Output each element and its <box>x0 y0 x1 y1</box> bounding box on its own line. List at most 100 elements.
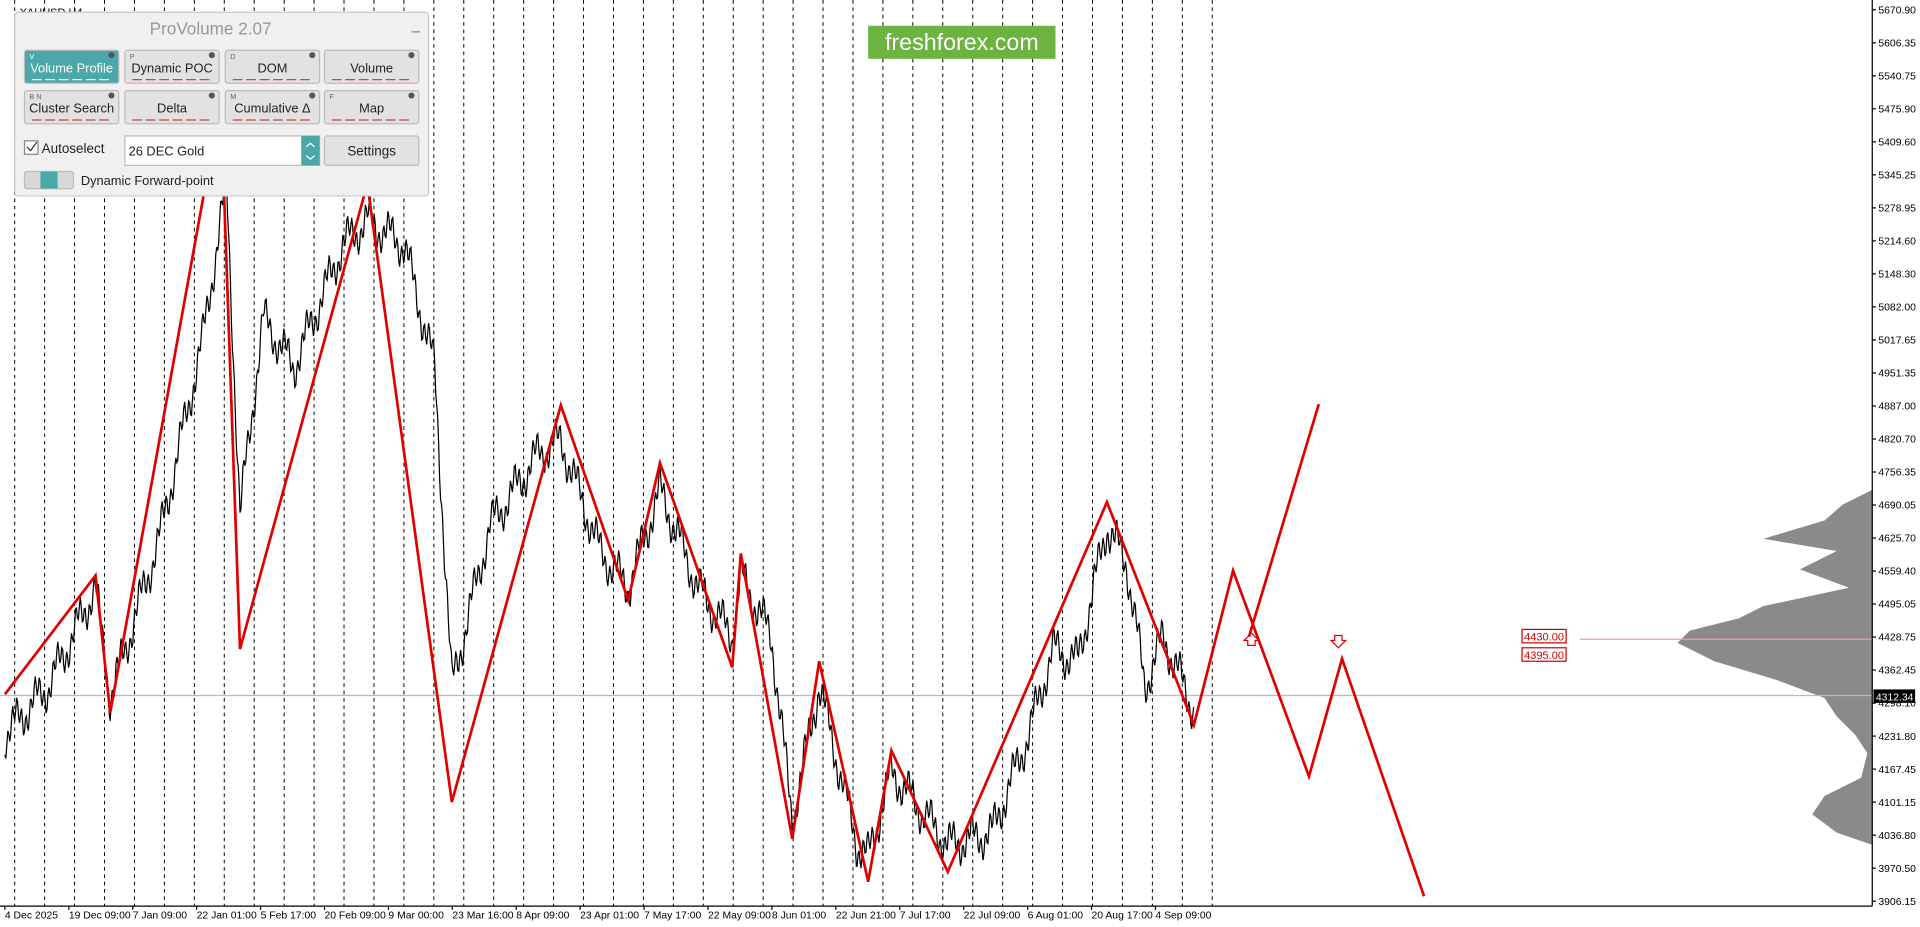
price-tick-label: 4756.35 <box>1878 468 1916 479</box>
time-tick-label: 8 Jun 01:00 <box>772 910 827 921</box>
time-tick-label: 22 Jun 21:00 <box>836 910 896 921</box>
mode-button[interactable] <box>23 49 120 84</box>
price-tick-label: 5540.75 <box>1878 72 1916 83</box>
price-tick-label: 5278.95 <box>1878 204 1916 215</box>
button-gear <box>408 52 415 59</box>
mode-button[interactable] <box>124 49 220 84</box>
time-tick-label: 22 May 09:00 <box>708 910 771 921</box>
price-tick-label: 4625.70 <box>1878 534 1916 545</box>
settings-label: Settings <box>347 144 396 159</box>
current-price-label: 4312.34 <box>1876 692 1914 703</box>
price-tick-label: 3970.50 <box>1878 864 1916 875</box>
instrument-value: 26 DEC Gold <box>129 144 205 159</box>
spinner[interactable] <box>301 135 320 166</box>
time-tick-label: 20 Feb 09:00 <box>324 910 385 921</box>
button-gear <box>208 92 215 99</box>
price-tick-label: 4036.80 <box>1878 831 1916 842</box>
price-tick-label: 3906.15 <box>1878 897 1916 908</box>
settings-button[interactable] <box>323 135 420 166</box>
time-tick-label: 22 Jul 09:00 <box>964 910 1021 921</box>
button-hotkey: P <box>130 52 135 61</box>
button-gear <box>309 92 316 99</box>
check-mark <box>26 141 38 152</box>
mode-button[interactable] <box>224 90 321 125</box>
price-series <box>4 168 1195 869</box>
toggle-knob <box>40 171 58 189</box>
price-tick-label: 4887.00 <box>1878 402 1916 413</box>
button-gear <box>108 92 115 99</box>
price-tick-label: 4362.45 <box>1878 666 1916 677</box>
autoselect-label: Autoselect <box>42 141 105 156</box>
level-label: 4430.00 <box>1524 631 1564 643</box>
price-tick-label: 5409.60 <box>1878 138 1916 149</box>
current-price-tag <box>1873 689 1916 703</box>
time-tick-label: 6 Aug 01:00 <box>1028 910 1084 921</box>
forward-label: Dynamic Forward-point <box>81 173 214 188</box>
level-tags: 4430.00 4395.00 <box>1521 628 1567 662</box>
button-hotkey: B N <box>29 92 41 101</box>
price-tick-label: 4559.40 <box>1878 567 1916 578</box>
price-tick-label: 4690.05 <box>1878 501 1916 512</box>
price-tick-label: 4820.70 <box>1878 435 1916 446</box>
price-tick-label: 5017.65 <box>1878 336 1916 347</box>
mode-button[interactable] <box>224 49 321 84</box>
logo-box <box>868 25 1056 59</box>
button-label: Cluster Search <box>29 101 114 116</box>
price-tick-label: 5345.25 <box>1878 171 1916 182</box>
up-arrow <box>1242 632 1261 646</box>
spinner-icon <box>305 142 316 161</box>
time-tick-label: 9 Mar 00:00 <box>388 910 444 921</box>
button-gear <box>408 92 415 99</box>
price-tick-label: 4495.05 <box>1878 600 1916 611</box>
down-arrow <box>1329 634 1348 649</box>
price-tick-label: 5082.00 <box>1878 303 1916 314</box>
volume-profile <box>1677 489 1873 845</box>
price-tick-label: 4951.35 <box>1878 369 1916 380</box>
time-tick-label: 20 Aug 17:00 <box>1092 910 1153 921</box>
price-tick-label: 5214.60 <box>1878 237 1916 248</box>
time-tick-label: 7 May 17:00 <box>644 910 701 921</box>
button-hotkey: F <box>329 92 334 101</box>
mode-button[interactable] <box>23 90 120 125</box>
button-hotkey: V <box>29 52 34 61</box>
price-tick-label: 5148.30 <box>1878 270 1916 281</box>
time-tick-label: 8 Apr 09:00 <box>516 910 569 921</box>
button-label: Delta <box>157 101 188 116</box>
price-tick-label: 4428.75 <box>1878 633 1916 644</box>
button-gear <box>108 52 115 59</box>
instrument-select[interactable] <box>124 135 321 166</box>
button-label: Volume <box>350 60 393 75</box>
time-tick-label: 5 Feb 17:00 <box>261 910 317 921</box>
price-tick-label: 4101.15 <box>1878 798 1916 809</box>
time-tick-label: 23 Apr 01:00 <box>580 910 639 921</box>
price-axis: 5670.90 5606.35 5540.75 5475.90 5409.60 5345.… <box>1872 6 1916 908</box>
price-tick-label: 5606.35 <box>1878 39 1916 50</box>
price-tick-label: 5475.90 <box>1878 105 1916 116</box>
price-tick-label: 5670.90 <box>1878 6 1916 17</box>
level-tag <box>1521 628 1567 644</box>
mode-button[interactable] <box>124 90 220 125</box>
logo: freshforex.com <box>885 29 1039 55</box>
price-tick-label: 4298.10 <box>1878 699 1916 710</box>
level-tag <box>1521 647 1567 662</box>
button-hotkey: D <box>230 52 235 61</box>
button-gear <box>309 52 316 59</box>
button-hotkey: M <box>230 92 236 101</box>
time-tick-label: 7 Jan 09:00 <box>133 910 188 921</box>
time-tick-label: 4 Sep 09:00 <box>1155 910 1211 921</box>
level-label: 4395.00 <box>1524 650 1564 662</box>
mode-button[interactable] <box>323 90 420 125</box>
time-axis: 4 Dec 2025 19 Dec 09:00 7 Jan 09:00 22 Jan … <box>4 906 1212 921</box>
time-tick-label: 23 Mar 16:00 <box>452 910 513 921</box>
mode-button[interactable] <box>323 49 420 84</box>
time-tick-label: 4 Dec 2025 <box>5 910 58 921</box>
time-tick-label: 19 Dec 09:00 <box>69 910 131 921</box>
price-tick-label: 4167.45 <box>1878 765 1916 776</box>
forecast-line <box>1247 403 1321 638</box>
price-tick-label: 4231.80 <box>1878 732 1916 743</box>
button-label: Dynamic POC <box>131 60 212 75</box>
